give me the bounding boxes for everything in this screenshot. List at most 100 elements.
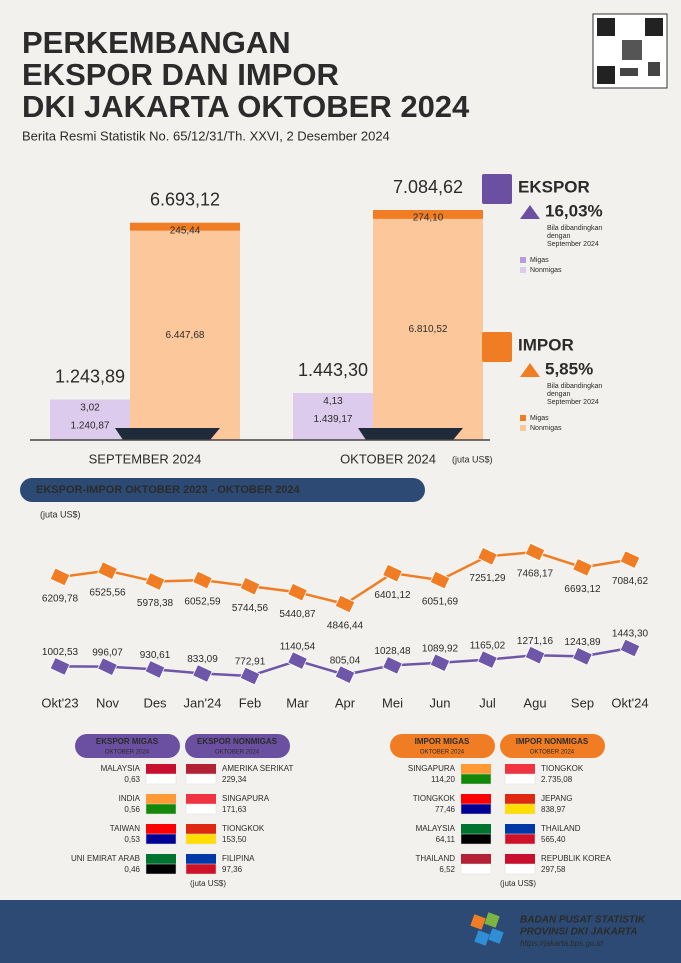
segment-label: 6.447,68 xyxy=(166,330,205,341)
x-tick-label: Jul xyxy=(479,695,496,710)
country-value: 114,20 xyxy=(431,775,455,784)
x-tick-label: Mar xyxy=(286,695,309,710)
point-label: 5440,87 xyxy=(279,609,316,620)
point-marker xyxy=(334,594,356,614)
point-marker xyxy=(287,582,308,602)
total-label: 7.084,62 xyxy=(393,177,463,197)
point-marker xyxy=(97,657,118,677)
point-label: 5978,38 xyxy=(137,598,174,609)
summary-label: EKSPOR xyxy=(518,177,590,196)
flag xyxy=(186,794,216,804)
flag xyxy=(185,863,217,875)
total-label: 1.243,89 xyxy=(55,366,125,386)
footer-band xyxy=(0,900,681,963)
point-marker xyxy=(334,665,356,685)
point-label: 6209,78 xyxy=(42,594,79,605)
flag xyxy=(461,794,491,804)
flag xyxy=(146,764,176,774)
footer-url: https://jakarta.bps.go.id xyxy=(520,939,603,948)
point-label: 1165,02 xyxy=(470,640,506,651)
flag xyxy=(186,824,216,834)
country-name: MALAYSIA xyxy=(416,824,456,833)
table-pill xyxy=(500,734,605,758)
country-name: FILIPINA xyxy=(222,854,255,863)
legend-label: Migas xyxy=(530,257,549,264)
flag xyxy=(185,833,217,845)
flag xyxy=(505,764,535,774)
legend-label: Migas xyxy=(530,415,549,422)
x-tick-label: Des xyxy=(143,695,167,710)
title-line: EKSPOR DAN IMPOR xyxy=(22,57,339,92)
country-value: 64,11 xyxy=(436,835,456,844)
point-label: 7468,17 xyxy=(517,569,554,580)
table-title: EKSPOR NONMIGAS xyxy=(197,737,278,746)
point-label: 1002,53 xyxy=(42,647,79,658)
up-triangle xyxy=(520,205,540,219)
country-name: THAILAND xyxy=(541,824,581,833)
flag xyxy=(145,863,177,875)
container-icon xyxy=(482,174,512,204)
bar-segment xyxy=(373,210,483,219)
country-value: 97,36 xyxy=(222,865,243,874)
point-label: 772,91 xyxy=(235,657,266,668)
country-value: 2.735,08 xyxy=(541,775,573,784)
x-tick-label: Okt'24 xyxy=(611,695,648,710)
flag xyxy=(186,764,216,774)
point-marker xyxy=(619,550,641,569)
country-value: 0,63 xyxy=(124,775,140,784)
point-label: 6693,12 xyxy=(564,584,601,595)
point-label: 1089,92 xyxy=(422,643,459,654)
unit-label: (juta US$) xyxy=(452,454,493,464)
summary-label: IMPOR xyxy=(518,335,574,354)
summary-note: Bila dibandingkan xyxy=(547,225,602,232)
point-label: 7251,29 xyxy=(469,573,506,584)
flag xyxy=(185,773,217,785)
flag xyxy=(145,773,177,785)
legend-label: Nonmigas xyxy=(530,267,562,274)
segment-label: 245,44 xyxy=(170,225,201,236)
flag xyxy=(461,824,491,834)
country-name: INDIA xyxy=(119,794,141,803)
country-value: 153,50 xyxy=(222,835,247,844)
point-marker xyxy=(382,655,403,675)
x-tick-label: Nov xyxy=(96,695,120,710)
ship xyxy=(358,428,463,440)
point-marker xyxy=(619,638,641,658)
country-value: 229,34 xyxy=(222,775,247,784)
table-pill xyxy=(185,734,290,758)
flag xyxy=(504,863,536,875)
x-tick-label: Okt'23 xyxy=(41,695,78,710)
legend-swatch xyxy=(520,257,526,263)
country-name: THAILAND xyxy=(415,854,455,863)
bar-segment xyxy=(50,399,130,440)
category-label: SEPTEMBER 2024 xyxy=(89,451,202,466)
country-value: 171,63 xyxy=(222,805,247,814)
point-label: 6052,59 xyxy=(184,597,221,608)
country-value: 77,46 xyxy=(435,805,456,814)
x-tick-label: Mei xyxy=(382,695,403,710)
country-name: SINGAPURA xyxy=(222,794,270,803)
up-triangle xyxy=(520,363,540,377)
point-label: 5744,56 xyxy=(232,603,269,614)
title-line: PERKEMBANGAN xyxy=(22,25,291,60)
title-line: DKI JAKARTA OKTOBER 2024 xyxy=(22,89,470,124)
unit-label: (juta US$) xyxy=(40,509,81,519)
flag xyxy=(146,824,176,834)
point-label: 1140,54 xyxy=(280,641,316,652)
point-marker xyxy=(49,567,71,587)
table-period: OKTOBER 2024 xyxy=(105,750,150,756)
flag xyxy=(460,803,492,815)
country-value: 838,97 xyxy=(541,805,566,814)
total-label: 6.693,12 xyxy=(150,189,220,209)
segment-label: 1.240,87 xyxy=(71,420,110,431)
unit-label: (juta US$) xyxy=(190,879,226,888)
flag xyxy=(146,854,176,864)
country-value: 0,56 xyxy=(124,805,140,814)
summary-change: 5,85% xyxy=(545,359,593,378)
point-marker xyxy=(524,645,546,665)
flag xyxy=(145,803,177,815)
point-marker xyxy=(477,650,498,669)
flag xyxy=(460,863,492,875)
country-name: UNI EMIRAT ARAB xyxy=(71,854,140,863)
section-title: EKSPOR-IMPOR OKTOBER 2023 - OKTOBER 2024 xyxy=(36,484,301,496)
